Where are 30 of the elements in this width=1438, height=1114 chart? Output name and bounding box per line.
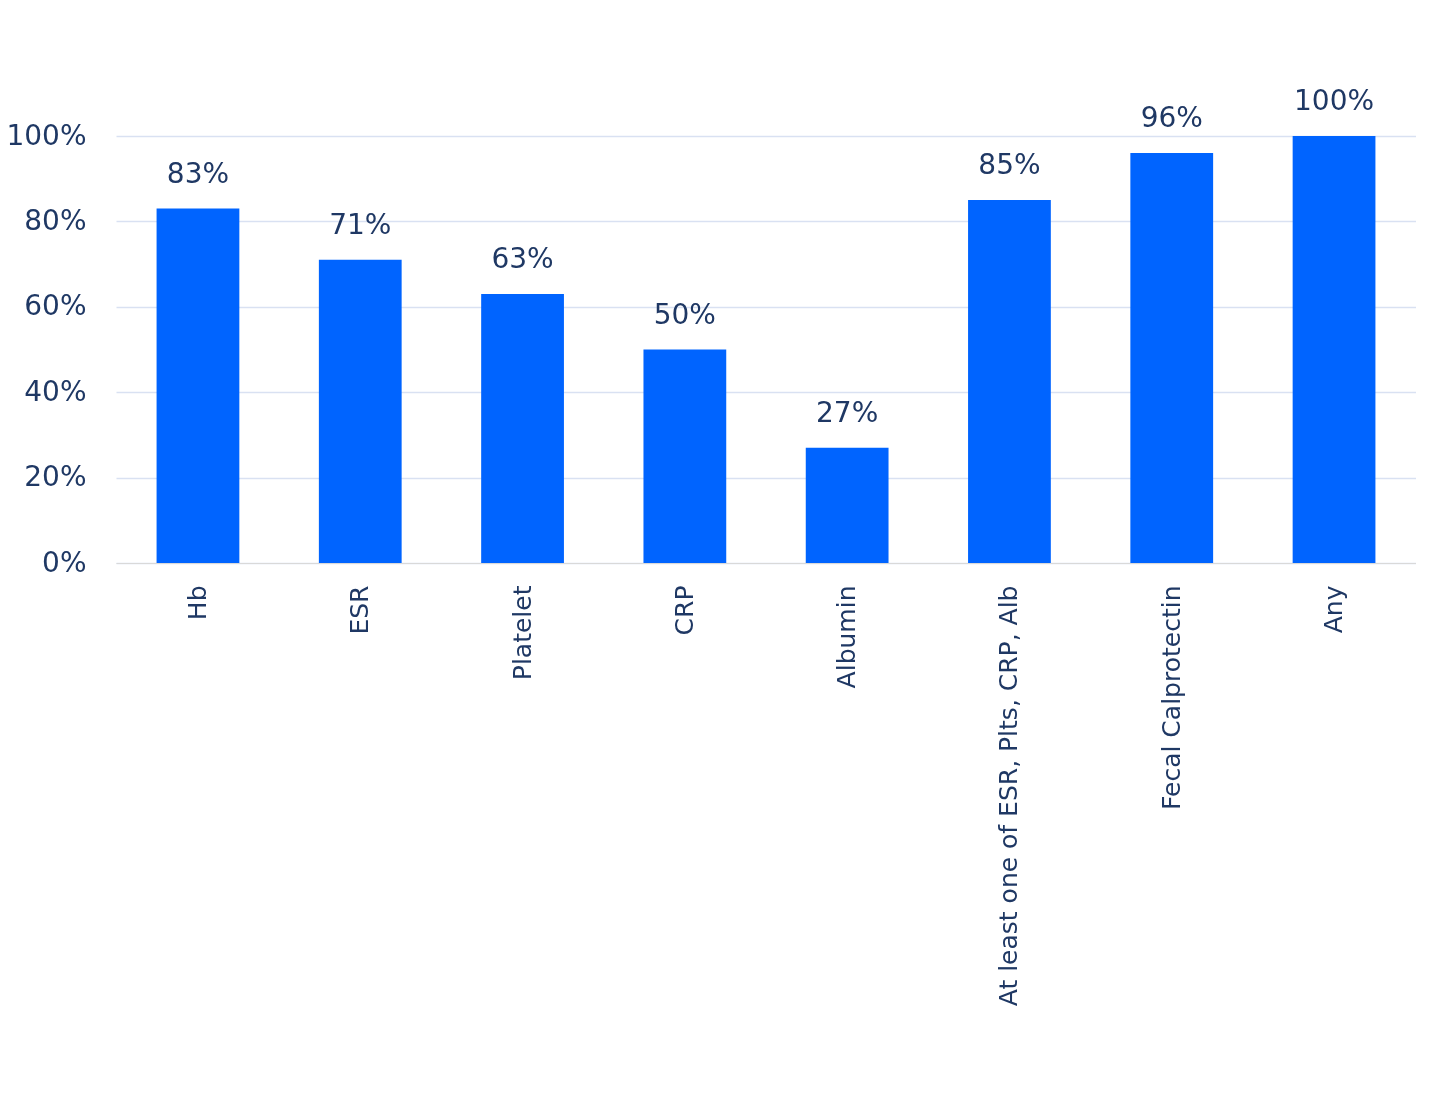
y-tick-label: 100% [6,118,87,152]
bar [318,259,402,563]
data-label: 63% [491,241,554,275]
data-label: 100% [1294,84,1375,117]
data-label: 50% [653,297,716,331]
y-tick-label: 80% [24,203,87,237]
data-label: 27% [816,395,879,429]
x-tick-label: Any [1319,585,1349,634]
data-label: 71% [329,207,392,241]
bar [805,447,889,563]
bar [968,200,1051,563]
x-tick-label: ESR [345,585,375,635]
x-tick-label: At least one of ESR, Plts, CRP, Alb [994,585,1024,1007]
x-tick-label: Fecal Calprotectin [1156,585,1186,810]
bar [1292,136,1376,563]
y-tick-label: 0% [42,545,87,579]
x-tick-label: Albumin [832,585,862,689]
x-tick-label: CRP [669,585,699,636]
bar [156,208,240,563]
data-label: 96% [1140,101,1203,135]
y-tick-label: 20% [24,460,87,494]
data-label: 85% [978,148,1041,182]
bar [1130,153,1214,563]
y-tick-label: 60% [24,289,87,323]
bar [643,349,727,563]
y-tick-label: 40% [24,374,87,408]
x-tick-label: Platelet [507,585,537,681]
data-label: 83% [166,156,230,190]
bar [481,293,564,563]
x-tick-label: Hb [182,585,212,621]
